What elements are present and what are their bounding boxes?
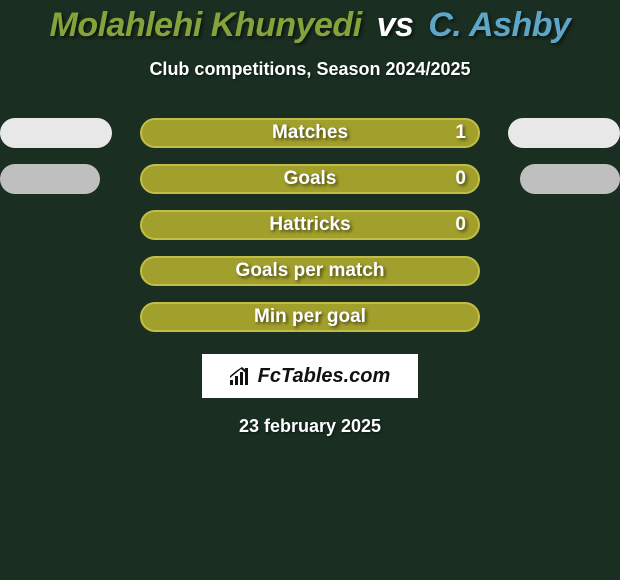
right-side-bar: [520, 164, 620, 194]
stat-label: Min per goal: [254, 306, 366, 328]
stat-value-right: 0: [455, 168, 466, 190]
center-bar: Hattricks 0: [140, 210, 480, 240]
player-b-name: C. Ashby: [428, 6, 570, 44]
stat-row: Matches 1: [0, 118, 620, 148]
center-bar: Min per goal: [140, 302, 480, 332]
vs-word: vs: [377, 6, 414, 44]
left-side-bar: [0, 164, 100, 194]
stat-label: Hattricks: [269, 214, 350, 236]
date-text: 23 february 2025: [0, 416, 620, 437]
right-side-bar: [508, 118, 620, 148]
stat-label: Matches: [272, 122, 348, 144]
stat-row: Goals 0: [0, 164, 620, 194]
center-bar: Goals 0: [140, 164, 480, 194]
stat-bars: Matches 1 Goals 0 Hattricks 0 Goals per match M…: [0, 118, 620, 332]
stat-value-right: 0: [455, 214, 466, 236]
stat-value-right: 1: [455, 122, 466, 144]
page-title: Molahlehi Khunyedi vs C. Ashby: [0, 6, 620, 45]
site-logo[interactable]: FcTables.com: [202, 354, 418, 398]
stat-row: Goals per match: [0, 256, 620, 286]
player-a-name: Molahlehi Khunyedi: [50, 6, 362, 44]
stat-label: Goals: [284, 168, 337, 190]
stat-label: Goals per match: [236, 260, 385, 282]
center-bar: Matches 1: [140, 118, 480, 148]
logo-text: FcTables.com: [258, 365, 391, 388]
subtitle: Club competitions, Season 2024/2025: [0, 59, 620, 80]
left-side-bar: [0, 118, 112, 148]
center-bar: Goals per match: [140, 256, 480, 286]
chart-icon: [230, 366, 252, 386]
stat-row: Hattricks 0: [0, 210, 620, 240]
stat-row: Min per goal: [0, 302, 620, 332]
content-wrapper: Molahlehi Khunyedi vs C. Ashby Club comp…: [0, 0, 620, 437]
